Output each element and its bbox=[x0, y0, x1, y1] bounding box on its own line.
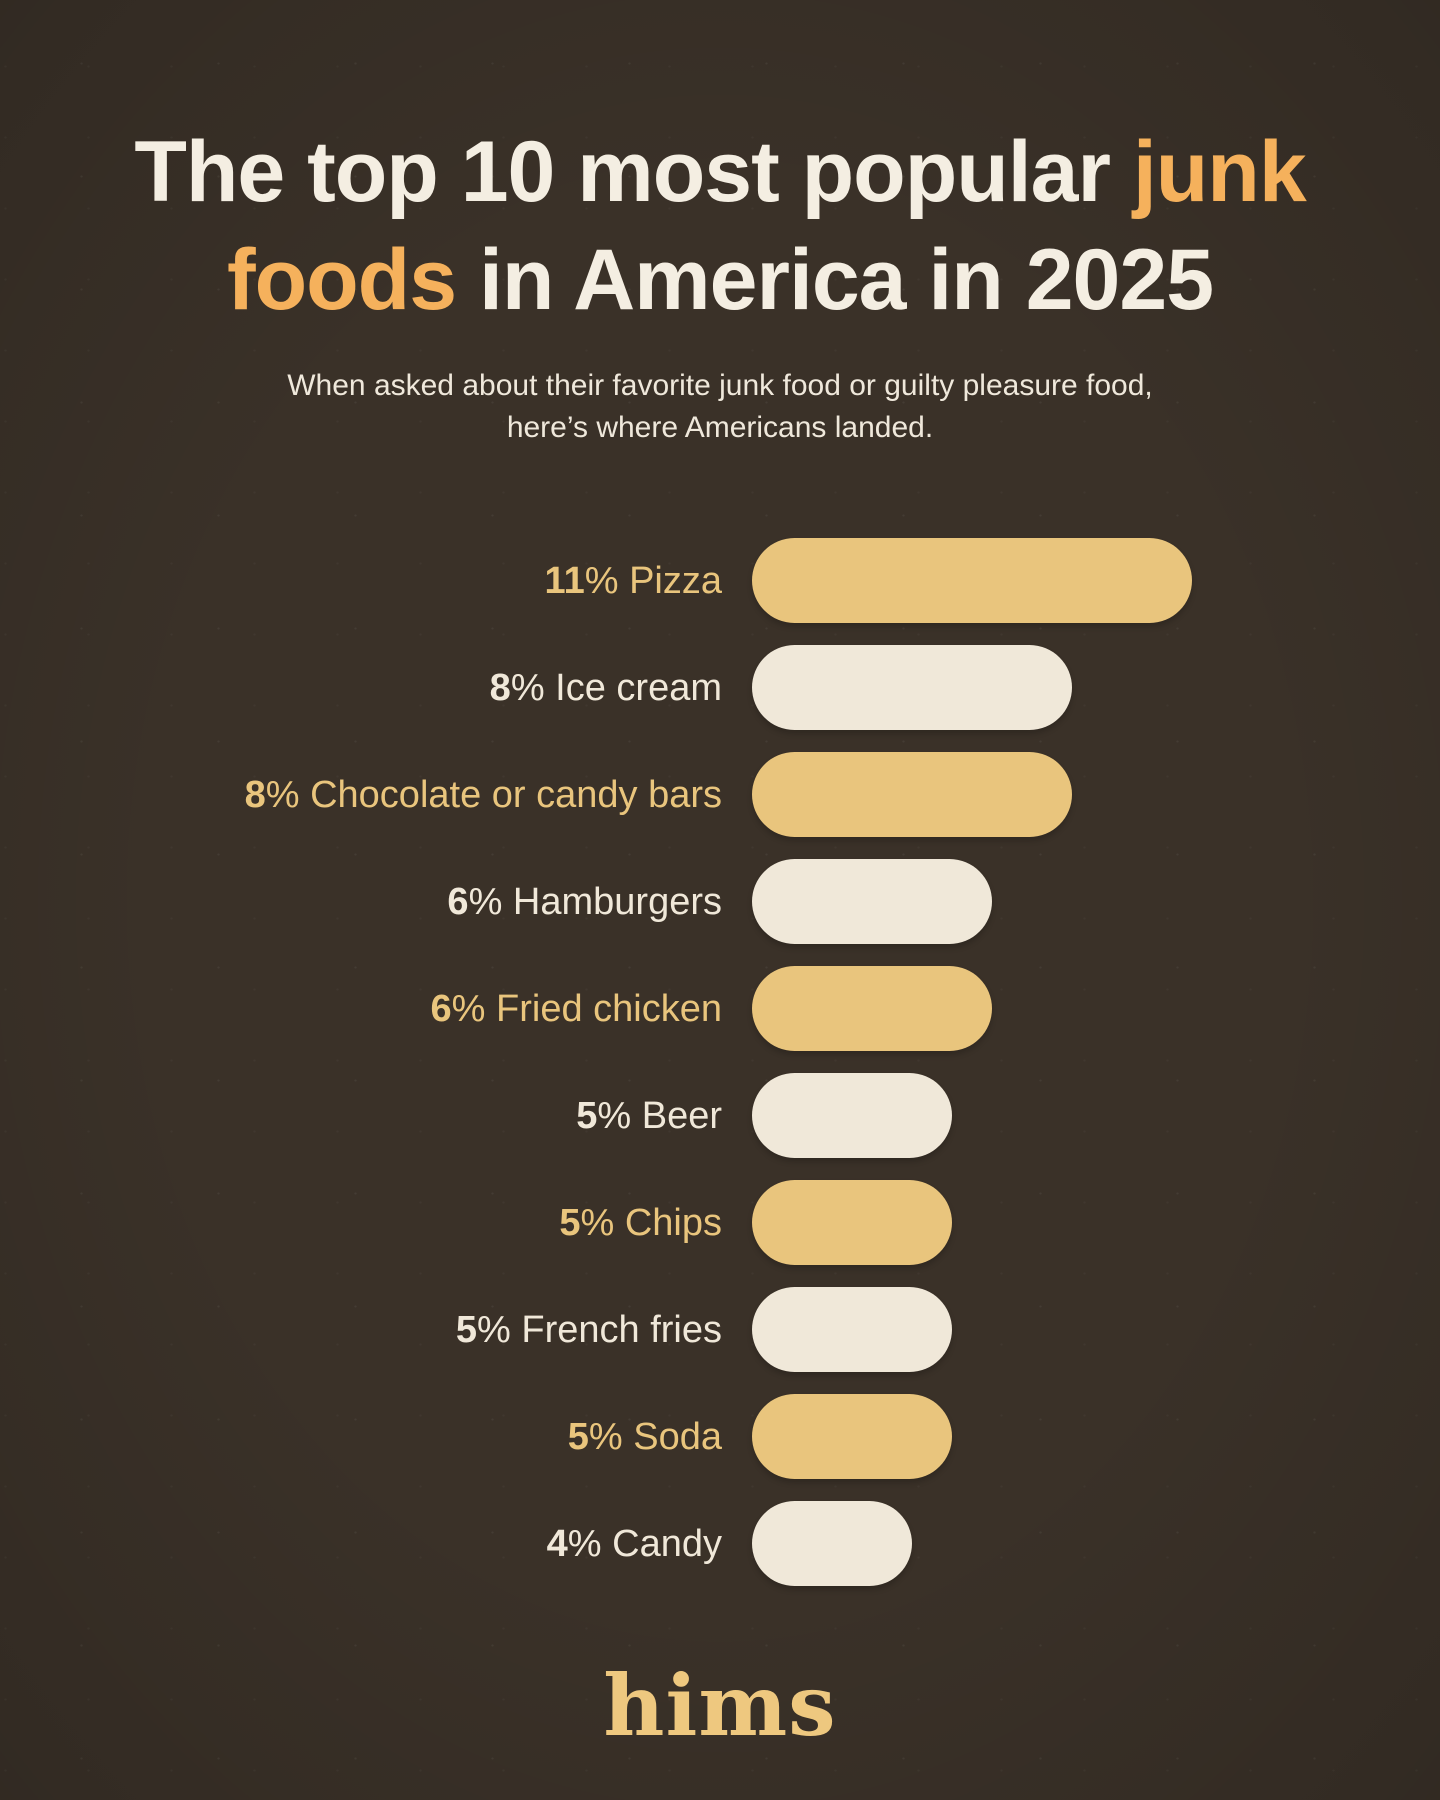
bar-label: 5% Soda bbox=[0, 1418, 722, 1456]
page-title: The top 10 most popular junk foods in Ame… bbox=[0, 118, 1440, 335]
bar-category: Hamburgers bbox=[512, 880, 722, 923]
chart-row: 4% Candy bbox=[0, 1501, 1440, 1586]
chart-row: 8% Chocolate or candy bars bbox=[0, 752, 1440, 837]
percent-sign: % bbox=[597, 1094, 642, 1137]
chart-row: 6% Fried chicken bbox=[0, 966, 1440, 1051]
bar-value: 5 bbox=[455, 1308, 478, 1351]
bar-label: 5% French fries bbox=[0, 1311, 722, 1349]
chart-row: 5% Soda bbox=[0, 1394, 1440, 1479]
bar bbox=[752, 1287, 952, 1372]
bar-category: Chocolate or candy bars bbox=[310, 773, 722, 816]
title-text-2: in America in 2025 bbox=[456, 232, 1214, 329]
bar-category: French fries bbox=[521, 1308, 722, 1351]
title-highlight-junk: junk bbox=[1132, 124, 1307, 220]
bar-label: 11% Pizza bbox=[0, 562, 722, 600]
bar-value: 11 bbox=[544, 559, 585, 602]
bar-label: 5% Chips bbox=[0, 1204, 722, 1242]
percent-sign: % bbox=[510, 666, 556, 709]
bar-label: 6% Hamburgers bbox=[0, 883, 722, 921]
bar-value: 5 bbox=[567, 1415, 589, 1458]
bar bbox=[752, 752, 1072, 837]
percent-sign: % bbox=[451, 987, 497, 1030]
bar-value: 6 bbox=[430, 987, 452, 1030]
bar-category: Fried chicken bbox=[496, 987, 722, 1030]
bar bbox=[752, 538, 1192, 623]
percent-sign: % bbox=[588, 1415, 634, 1458]
chart-row: 5% Chips bbox=[0, 1180, 1440, 1265]
bar-value: 8 bbox=[489, 666, 511, 709]
bar-category: Chips bbox=[624, 1201, 722, 1244]
title-text-1: The top 10 most popular bbox=[134, 124, 1133, 220]
bar bbox=[752, 1394, 952, 1479]
percent-sign: % bbox=[580, 1201, 625, 1244]
bar-category: Pizza bbox=[629, 559, 722, 602]
bar-value: 6 bbox=[447, 880, 469, 923]
bar-label: 8% Chocolate or candy bars bbox=[0, 776, 722, 814]
percent-sign: % bbox=[567, 1522, 613, 1565]
chart-row: 5% Beer bbox=[0, 1073, 1440, 1158]
bar-chart: 11% Pizza 8% Ice cream 8% Chocolate or c… bbox=[0, 538, 1440, 1608]
bar bbox=[752, 966, 992, 1051]
percent-sign: % bbox=[477, 1308, 522, 1351]
bar-category: Soda bbox=[633, 1415, 722, 1458]
subtitle: When asked about their favorite junk foo… bbox=[190, 365, 1250, 449]
hims-logo: hims bbox=[603, 1656, 837, 1755]
bar-label: 8% Ice cream bbox=[0, 669, 722, 707]
subtitle-line-1: When asked about their favorite junk foo… bbox=[287, 368, 1153, 402]
bar bbox=[752, 1501, 912, 1586]
bar bbox=[752, 645, 1072, 730]
bar-category: Candy bbox=[612, 1522, 722, 1565]
bar bbox=[752, 1180, 952, 1265]
bar bbox=[752, 859, 992, 944]
bar-value: 5 bbox=[576, 1094, 598, 1137]
percent-sign: % bbox=[584, 559, 630, 602]
bar-value: 4 bbox=[546, 1522, 568, 1565]
bar-value: 8 bbox=[244, 773, 266, 816]
footer: hims bbox=[0, 1664, 1440, 1748]
chart-row: 8% Ice cream bbox=[0, 645, 1440, 730]
bar-label: 4% Candy bbox=[0, 1525, 722, 1563]
bar bbox=[752, 1073, 952, 1158]
title-highlight-foods: foods bbox=[226, 232, 457, 329]
bar-label: 5% Beer bbox=[0, 1097, 722, 1135]
chart-row: 5% French fries bbox=[0, 1287, 1440, 1372]
subtitle-line-2: here’s where Americans landed. bbox=[506, 410, 934, 444]
header: The top 10 most popular junk foods in Ame… bbox=[0, 118, 1440, 449]
bar-value: 5 bbox=[559, 1201, 581, 1244]
bar-category: Beer bbox=[641, 1094, 722, 1137]
bar-label: 6% Fried chicken bbox=[0, 990, 722, 1028]
percent-sign: % bbox=[265, 773, 311, 816]
chart-row: 6% Hamburgers bbox=[0, 859, 1440, 944]
chart-row: 11% Pizza bbox=[0, 538, 1440, 623]
bar-category: Ice cream bbox=[555, 666, 722, 709]
percent-sign: % bbox=[468, 880, 513, 923]
